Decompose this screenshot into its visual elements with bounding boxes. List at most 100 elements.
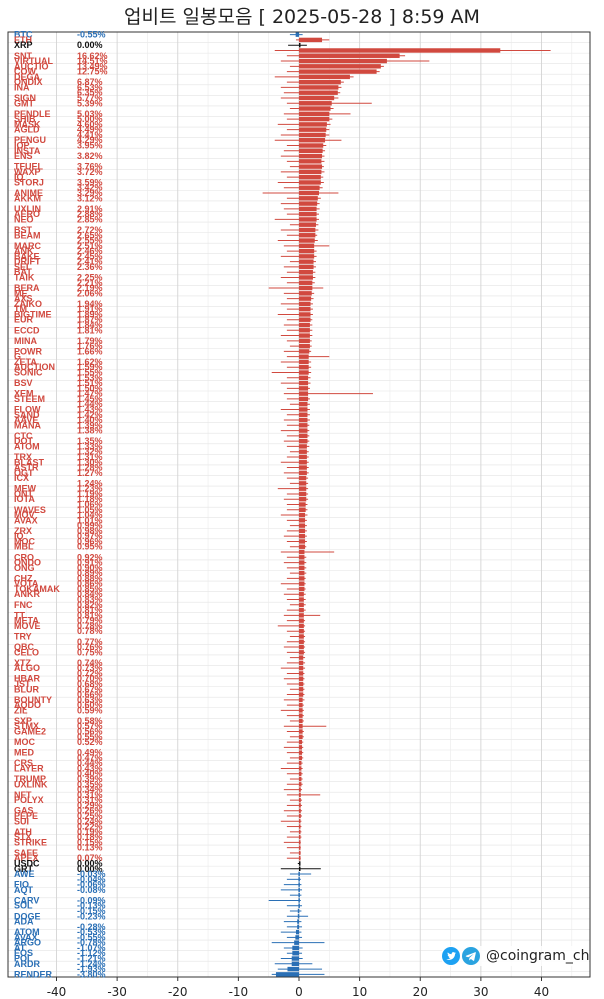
change-pct-label: 0.81% [77, 610, 103, 620]
coin-name-label: CRO [14, 552, 34, 562]
change-pct-label: 0.97% [77, 531, 103, 541]
coin-name-label: MOV [14, 510, 35, 520]
candle-body [299, 518, 306, 523]
change-pct-label: 1.81% [77, 325, 103, 335]
change-pct-label: 0.55% [77, 732, 103, 742]
coin-name-label: AUCTION [14, 362, 55, 372]
candle-body [299, 291, 312, 296]
candle-body [299, 819, 301, 824]
coin-name-label: SEI [14, 262, 29, 272]
change-pct-label: 0.07% [77, 853, 103, 863]
candle-body [297, 924, 299, 930]
coin-name-label: VOTA [14, 579, 39, 589]
change-pct-label: 0.44% [77, 758, 103, 768]
candle-body [299, 428, 308, 433]
candle-body [299, 248, 315, 254]
x-tick-label: 0 [295, 985, 303, 999]
change-pct-label: 5.77% [77, 93, 103, 103]
candle-body [299, 317, 311, 322]
coin-name-label: BTC [14, 30, 33, 40]
change-pct-label: 0.31% [77, 795, 103, 805]
candle-body [299, 259, 314, 264]
candle-body [299, 697, 303, 703]
coin-name-label: ARGO [14, 938, 41, 948]
coin-name-label: NEO [14, 214, 34, 224]
candle-body [299, 803, 301, 808]
change-pct-label: 0.85% [77, 584, 103, 594]
coin-name-label: CRS [14, 758, 33, 768]
change-pct-label: 1.42% [77, 410, 103, 420]
change-pct-label: 0.43% [77, 763, 103, 773]
candle-body [299, 275, 313, 280]
change-pct-label: 12.75% [77, 67, 108, 77]
candle-body [299, 787, 301, 792]
change-pct-label: 0.52% [77, 737, 103, 747]
candle-body [299, 708, 303, 713]
coin-name-label: ME [14, 288, 28, 298]
candle-body [299, 169, 322, 175]
coin-name-label: DOGE [14, 911, 41, 921]
candle-body [299, 301, 311, 307]
candle-body [299, 470, 307, 476]
change-pct-label: 0.78% [77, 626, 103, 636]
change-pct-label: 1.87% [77, 315, 103, 325]
change-pct-label: 1.19% [77, 489, 103, 499]
change-pct-label: 0.29% [77, 800, 103, 810]
candle-body [299, 755, 303, 761]
candle-body [299, 127, 327, 132]
candle-body [299, 602, 304, 608]
coin-name-label: BAKE [14, 251, 40, 261]
coin-name-label: IOP [14, 141, 30, 151]
candle-body [299, 502, 306, 507]
change-pct-label: 0.19% [77, 827, 103, 837]
candle-body [299, 702, 303, 708]
change-pct-label: -3.80% [77, 969, 106, 979]
candle-body [295, 935, 299, 940]
candle-body [299, 861, 301, 866]
brand-watermark: @coingram_ch [442, 946, 590, 966]
candle-body [275, 972, 299, 977]
change-pct-label: 0.88% [77, 573, 103, 583]
coin-name-label: ANK [14, 246, 34, 256]
candle-body [299, 58, 387, 64]
coin-name-label: AVAX [14, 932, 38, 942]
candle-body [294, 940, 299, 945]
coin-name-label: XRP [14, 40, 33, 50]
change-pct-label: 16.62% [77, 51, 108, 61]
candle-body [299, 354, 309, 359]
candle-body [298, 887, 300, 893]
candle-body [299, 417, 308, 423]
candle-body [299, 375, 309, 381]
change-pct-label: 0.74% [77, 658, 103, 668]
coin-name-label: QBC [14, 642, 35, 652]
change-pct-label: -1.21% [77, 954, 106, 964]
candle-body [292, 951, 299, 956]
candle-body [295, 32, 299, 37]
candle-body [299, 227, 316, 233]
coin-name-label: JST [14, 679, 31, 689]
x-axis-ticks: -40 -30 -20 -10 0 10 20 30 40 [47, 977, 549, 999]
candle-body [299, 132, 326, 138]
coin-name-label: CARV [14, 895, 39, 905]
candle-body [299, 676, 304, 681]
coin-name-label: ONDIX [14, 77, 43, 87]
change-pct-label: 1.45% [77, 394, 103, 404]
coin-name-label: GAS [14, 806, 34, 816]
coin-name-label: ONG [14, 563, 35, 573]
coin-name-label: INA [14, 82, 30, 92]
change-pct-label: 1.53% [77, 373, 103, 383]
coin-name-label: MASK [14, 119, 41, 129]
coin-name-label: ZIL [14, 705, 28, 715]
candle-body [299, 74, 350, 80]
candle-body [297, 919, 299, 924]
candle-body [299, 444, 307, 449]
candle-body [299, 243, 315, 249]
coin-name-label: LAYER [14, 763, 44, 773]
candle-body [299, 148, 323, 154]
change-pct-label: 1.18% [77, 494, 103, 504]
coin-name-label: BLAST [14, 457, 44, 467]
candle-body [299, 570, 305, 576]
coin-name-label: SONIC [14, 368, 43, 378]
coin-name-label: ICX [14, 473, 29, 483]
